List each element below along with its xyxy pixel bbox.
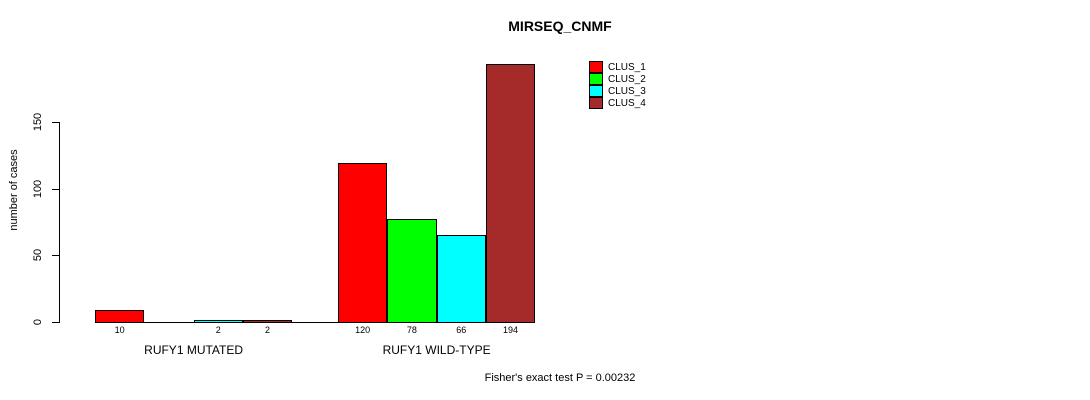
y-axis-tick-label: 50 [32, 249, 44, 262]
y-axis-label: number of cases [8, 149, 20, 231]
chart-title: MIRSEQ_CNMF [508, 18, 612, 34]
y-axis-tick [52, 255, 59, 257]
bar-clus_3-wild-type [436, 235, 486, 323]
legend-label: CLUS_2 [608, 73, 646, 85]
bar-value-label: 194 [503, 325, 519, 335]
legend-item-clus_4: CLUS_4 [589, 97, 646, 109]
baseline [95, 322, 536, 323]
annotation-text: Fisher's exact test P = 0.00232 [484, 372, 636, 384]
legend-item-clus_1: CLUS_1 [589, 61, 646, 73]
legend-label: CLUS_1 [608, 61, 646, 73]
y-axis-tick-label: 100 [32, 179, 44, 198]
legend-swatch-icon [589, 97, 603, 109]
y-axis-line [59, 122, 60, 323]
x-axis-group-label: RUFY1 WILD-TYPE [382, 343, 491, 357]
bar-clus_4-mutated [242, 320, 293, 323]
legend-item-clus_3: CLUS_3 [589, 85, 646, 97]
bar-clus_1-mutated [95, 310, 145, 323]
bar-value-label: 120 [355, 325, 371, 335]
legend-swatch-icon [589, 73, 603, 85]
legend-label: CLUS_3 [608, 85, 646, 97]
bar-value-label: 2 [265, 325, 271, 335]
y-axis-tick [52, 188, 59, 190]
bar-clus_2-wild-type [387, 219, 437, 323]
legend-swatch-icon [589, 85, 603, 97]
y-axis-tick-label: 0 [32, 318, 44, 326]
y-axis-tick [52, 122, 59, 123]
bar-clus_3-mutated [193, 320, 243, 323]
legend-swatch-icon [589, 61, 603, 73]
x-axis-group-label: RUFY1 MUTATED [144, 343, 244, 357]
bar-value-label: 66 [456, 325, 467, 335]
legend-item-clus_2: CLUS_2 [589, 73, 646, 85]
bar-clus_4-wild-type [485, 64, 536, 323]
y-axis-tick-label: 150 [32, 112, 44, 132]
bar-value-label: 2 [215, 325, 221, 335]
y-axis-tick [52, 322, 59, 323]
legend-label: CLUS_4 [608, 97, 646, 109]
bar-clus_1-wild-type [338, 163, 388, 323]
bar-value-label: 10 [114, 325, 125, 335]
legend: CLUS_1 CLUS_2 CLUS_3 CLUS_4 [589, 61, 646, 109]
bar-value-label: 78 [406, 325, 417, 335]
